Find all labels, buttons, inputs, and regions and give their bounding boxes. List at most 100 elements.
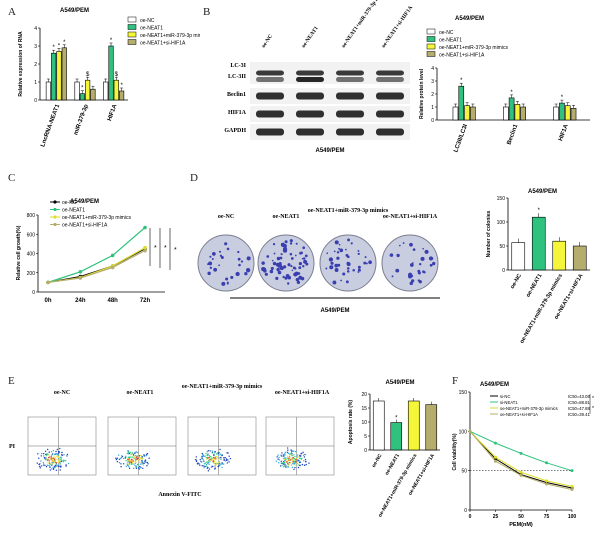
event-dot: [223, 457, 225, 459]
event-dot: [289, 459, 292, 461]
chart-title: A549/PEM: [480, 382, 509, 388]
colony: [290, 265, 293, 268]
event-dot: [38, 457, 40, 459]
colony: [261, 261, 265, 265]
bar: [45, 81, 51, 101]
event-dot: [206, 451, 208, 453]
panel-letter-b: B: [203, 6, 211, 18]
data-point: [143, 225, 147, 230]
x-tick-label: 0h: [44, 298, 51, 304]
colony: [409, 263, 414, 267]
legend-label: oe-NC: [140, 18, 155, 24]
event-dot: [116, 461, 119, 463]
event-dot: [207, 457, 209, 459]
event-dot: [51, 462, 53, 464]
event-dot: [134, 459, 137, 461]
blot-band: [376, 110, 404, 118]
data-point: [468, 429, 472, 433]
chart-title: A549/PEM: [70, 199, 99, 205]
legend-marker: [53, 200, 57, 204]
y-tick-label: 3: [34, 44, 37, 50]
event-dot: [127, 464, 129, 466]
event-dot: [56, 458, 58, 461]
significance-mark: *: [110, 38, 113, 44]
event-dot: [202, 455, 204, 457]
y-tick-label: 400: [27, 252, 36, 258]
data-point: [494, 455, 497, 459]
colony: [237, 250, 240, 254]
lane-label: oe-NEAT1: [301, 25, 320, 49]
event-dot: [229, 457, 232, 460]
event-dot: [220, 454, 223, 456]
event-dot: [293, 461, 295, 463]
event-dot: [203, 460, 205, 462]
event-dot: [52, 466, 54, 469]
data-point: [570, 488, 574, 492]
event-dot: [224, 460, 227, 462]
event-dot: [283, 453, 286, 456]
data-point: [143, 245, 147, 250]
flow-label: oe-NEAT1+miR-379-3p mimics: [182, 384, 263, 390]
colony: [269, 269, 274, 274]
bar: [503, 106, 509, 121]
colony: [226, 247, 230, 251]
colony: [420, 256, 425, 261]
y-axis-label: Relative cell growth(%): [16, 225, 22, 280]
y-tick-label: 50: [499, 244, 505, 250]
colony: [368, 260, 372, 265]
dish-caption: A549/PEM: [320, 308, 349, 314]
event-dot: [293, 458, 296, 460]
y-tick-label: 20: [361, 392, 367, 398]
event-dot: [44, 450, 47, 453]
colony: [264, 272, 268, 276]
chart-c-cell-growth: 0 200 400 600 800 Relative cell growth(%) A549…: [16, 199, 177, 304]
event-dot: [51, 459, 53, 461]
ic50-label: IC50=43.08: [568, 394, 590, 399]
blot-band: [376, 77, 404, 82]
colony: [220, 255, 224, 259]
event-dot: [206, 454, 209, 457]
significance-mark: *: [460, 78, 463, 84]
colony: [364, 256, 367, 259]
colony: [302, 257, 306, 260]
y-tick-label: 0: [32, 290, 35, 296]
event-dot: [146, 461, 149, 464]
bar: [390, 422, 403, 451]
event-dot: [39, 467, 41, 469]
blot-band: [256, 77, 284, 82]
event-dot: [136, 465, 138, 467]
colony: [273, 252, 276, 255]
colony: [225, 277, 229, 281]
bar: [85, 79, 91, 101]
event-dot: [287, 452, 290, 454]
event-dot: [226, 461, 229, 464]
y-tick-label: 100: [459, 429, 468, 435]
x-tick-label: 75: [544, 514, 550, 520]
event-dot: [125, 465, 127, 468]
event-dot: [126, 452, 128, 455]
y-tick-label: 800: [27, 213, 36, 219]
data-point: [494, 441, 497, 445]
event-dot: [42, 455, 45, 457]
bar: [103, 81, 109, 101]
event-dot: [129, 456, 132, 458]
legend-label: oe-NEAT1: [140, 26, 163, 32]
event-dot: [296, 454, 299, 456]
y-tick-label: 4: [431, 66, 434, 72]
colony: [407, 274, 413, 279]
y-tick-label: 0: [464, 508, 467, 514]
event-dot: [213, 458, 216, 461]
bar: [119, 90, 125, 101]
event-dot: [52, 468, 55, 470]
colony: [287, 276, 290, 279]
event-dot: [276, 456, 278, 458]
lane-label: oe-NEAT1+si-HIF1A: [381, 5, 414, 49]
event-dot: [199, 459, 201, 461]
colony: [300, 251, 303, 255]
data-point: [143, 248, 147, 253]
category-label: Beclin1: [506, 123, 519, 146]
colony: [207, 271, 211, 276]
y-tick-label: 0: [34, 98, 37, 104]
colony: [396, 253, 400, 258]
event-dot: [66, 455, 68, 457]
